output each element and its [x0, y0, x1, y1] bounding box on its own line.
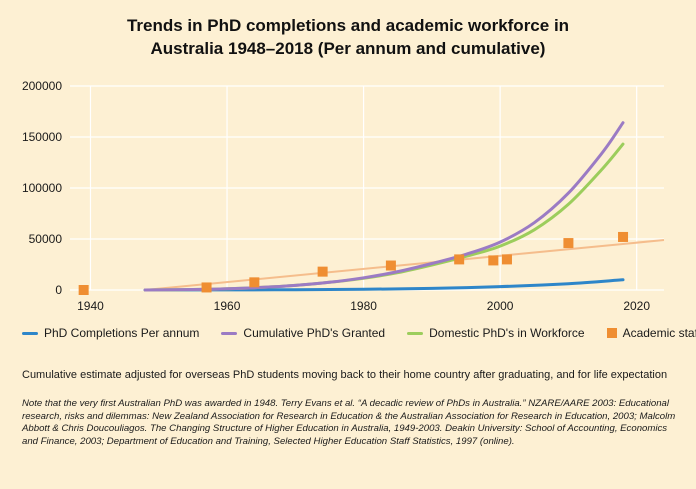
- chart-caption: Cumulative estimate adjusted for oversea…: [22, 369, 668, 381]
- source-note: Note that the very first Australian PhD …: [22, 398, 676, 447]
- cumulative-phds-line: [143, 121, 625, 292]
- chart-title: Trends in PhD completions and academic w…: [0, 14, 696, 60]
- academic-staff-marker-5: [454, 254, 465, 265]
- x-tick-label-3: 2000: [487, 299, 514, 313]
- legend-swatch-domestic-phds: [407, 331, 424, 335]
- academic-staff-marker-2: [249, 277, 260, 288]
- legend-label-phd-completions: PhD Completions Per annum: [44, 326, 200, 340]
- academic-staff-marker-6: [488, 255, 499, 266]
- legend-swatch-academic-staff: [606, 328, 617, 338]
- legend-swatch-cumulative-phds: [221, 331, 238, 335]
- legend-item-cumulative-phds: Cumulative PhD's Granted: [221, 326, 385, 340]
- y-tick-label-1: 50000: [29, 232, 63, 246]
- y-tick-label-3: 150000: [22, 130, 62, 144]
- x-tick-label-1: 1960: [214, 299, 241, 313]
- legend-item-phd-completions: PhD Completions Per annum: [22, 326, 199, 340]
- academic-staff-trendline: [145, 239, 665, 291]
- y-tick-label-4: 200000: [22, 79, 62, 93]
- legend-label-cumulative-phds: Cumulative PhD's Granted: [243, 326, 386, 340]
- academic-staff-marker-7: [501, 254, 512, 265]
- x-tick-label-0: 1940: [77, 299, 104, 313]
- legend-item-domestic-phds: Domestic PhD's in Workforce: [407, 326, 585, 340]
- legend-item-academic-staff: Academic staff: [606, 326, 696, 340]
- academic-staff-marker-4: [385, 260, 396, 271]
- chart-title-line-1: Trends in PhD completions and academic w…: [126, 16, 570, 35]
- chart-title-line-2: Australia 1948–2018 (Per annum and cumul…: [150, 39, 546, 58]
- legend-label-academic-staff: Academic staff: [622, 326, 696, 340]
- y-tick-label-2: 100000: [22, 181, 62, 195]
- x-tick-label-2: 1980: [350, 299, 377, 313]
- legend-label-domestic-phds: Domestic PhD's in Workforce: [429, 326, 585, 340]
- chart-legend: PhD Completions Per annum Cumulative PhD…: [22, 326, 696, 340]
- line-chart: 0 50000 100000 150000 200000 1940 1960 1980 2000…: [22, 79, 665, 313]
- academic-staff-marker-1: [201, 282, 212, 293]
- academic-staff-marker-9: [618, 231, 629, 242]
- academic-staff-marker-8: [563, 238, 574, 249]
- legend-swatch-phd-completions: [22, 331, 38, 335]
- academic-staff-marker-3: [317, 266, 328, 277]
- y-tick-label-0: 0: [55, 283, 62, 297]
- academic-staff-marker-0: [78, 285, 89, 295]
- x-tick-label-4: 2020: [623, 299, 650, 313]
